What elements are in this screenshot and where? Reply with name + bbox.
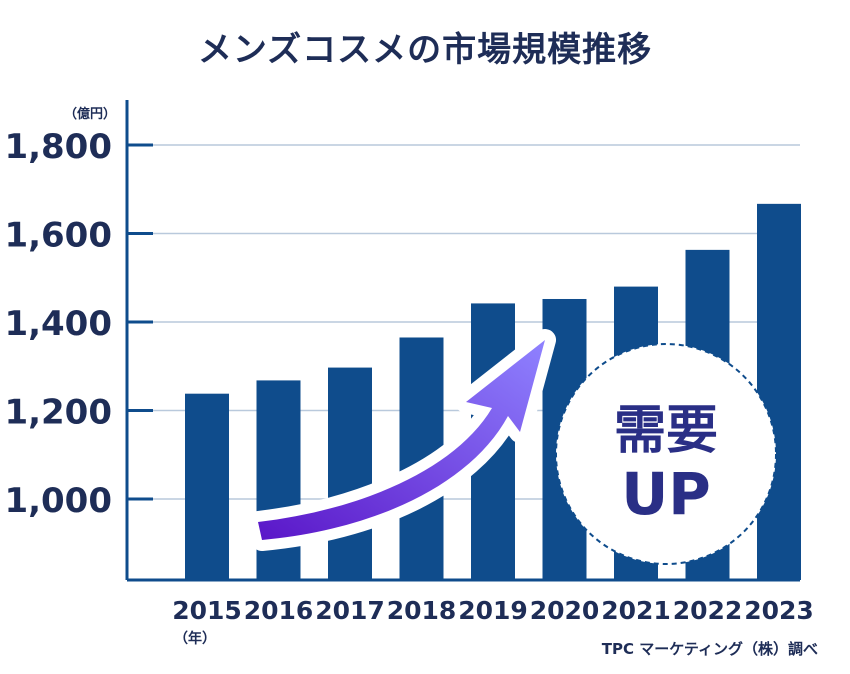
x-tick-label: 2018	[387, 596, 457, 625]
badge-line2: UP	[621, 460, 711, 528]
x-tick-label: 2023	[744, 596, 814, 625]
bar-2015	[185, 393, 229, 580]
x-tick-label: 2015	[172, 596, 242, 625]
y-tick-label: 1,200	[4, 393, 112, 433]
y-tick-label: 1,800	[4, 127, 112, 167]
bar-2023	[757, 203, 801, 581]
x-tick-label: 2020	[530, 596, 600, 625]
demand-up-badge: 需要 UP	[555, 343, 777, 565]
x-tick-label: 2016	[244, 596, 314, 625]
bar-2017	[328, 367, 372, 580]
y-tick-label: 1,000	[4, 481, 112, 521]
upward-arrow-icon	[247, 329, 556, 551]
badge-line1: 需要	[614, 401, 718, 461]
x-tick-label: 2019	[458, 596, 528, 625]
x-tick-label: 2021	[601, 596, 671, 625]
y-tick-label: 1,400	[4, 304, 112, 344]
x-axis-unit-label: （年）	[174, 630, 216, 647]
x-tick-label: 2022	[673, 596, 743, 625]
data-source-note: TPC マーケティング（株）調べ	[601, 640, 818, 658]
y-axis-unit-label: （億円）	[64, 106, 116, 122]
x-tick-label: 2017	[315, 596, 385, 625]
chart-title: メンズコスメの市場規模推移	[197, 30, 653, 70]
y-tick-label: 1,600	[4, 216, 112, 256]
